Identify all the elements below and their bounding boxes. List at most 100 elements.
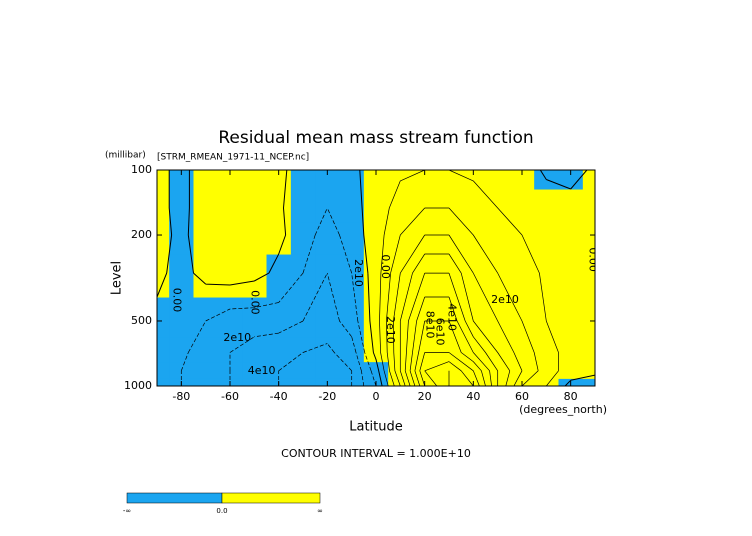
field-cell	[412, 170, 438, 190]
contour-label: 0.00	[248, 290, 261, 315]
subtitle: [STRM_RMEAN_1971-11_NCEP.nc]	[157, 153, 309, 163]
contour-line	[399, 253, 511, 386]
y-tick-label: 500	[131, 314, 152, 327]
field-cell	[266, 254, 292, 298]
field-cell	[436, 297, 462, 338]
field-cell	[363, 297, 389, 338]
field-cell	[461, 297, 486, 338]
contour-label: 4e10	[445, 303, 458, 331]
contour-line	[393, 234, 523, 386]
contour-label: 0.00	[587, 247, 600, 272]
contour-label: 2e10	[384, 316, 397, 344]
field-cell	[534, 378, 559, 386]
field-cell	[509, 170, 535, 190]
field-cell	[509, 297, 535, 338]
field-cell	[193, 361, 219, 379]
x-tick-label: 40	[466, 390, 480, 403]
field-cell	[534, 189, 559, 223]
field-cell	[461, 336, 486, 363]
contour-line	[229, 272, 365, 386]
field-cell	[193, 297, 219, 338]
x-tick-label: -40	[270, 390, 288, 403]
y-units: (millibar)	[105, 151, 146, 161]
field-cell	[558, 361, 584, 379]
field-cell	[582, 361, 595, 379]
field-cell	[157, 361, 170, 379]
contour-line	[379, 170, 559, 386]
field-cell	[169, 254, 194, 298]
field-cell	[388, 254, 413, 298]
field-cell	[193, 378, 219, 386]
field-cell	[193, 254, 219, 298]
field-cell	[169, 170, 194, 190]
field-cell	[509, 336, 535, 363]
field-cell	[436, 254, 462, 298]
field-cell	[169, 189, 194, 223]
field-cell	[485, 221, 511, 255]
colorbar-label: 0.0	[216, 507, 227, 515]
field-cell	[582, 297, 595, 338]
contour-label: 6e10	[433, 318, 446, 346]
field-cell	[388, 189, 413, 223]
field	[157, 170, 595, 386]
x-tick-label: 80	[564, 390, 578, 403]
field-cell	[363, 189, 389, 223]
field-cell	[485, 189, 511, 223]
field-cell	[193, 189, 219, 223]
field-cell	[339, 361, 365, 379]
contour-line	[419, 352, 480, 386]
x-label: Latitude	[349, 420, 403, 435]
field-cell	[290, 378, 316, 386]
field-cell	[582, 336, 595, 363]
field-cell	[509, 189, 535, 223]
contour-line	[386, 207, 539, 386]
field-cell	[485, 170, 511, 190]
field-cell	[242, 336, 267, 363]
field-cell	[315, 297, 340, 338]
field-cell	[412, 297, 438, 338]
contour-interval: CONTOUR INTERVAL = 1.000E+10	[281, 447, 471, 460]
field-cell	[290, 221, 316, 255]
field-cell	[412, 254, 438, 298]
y-label: Level	[110, 261, 125, 295]
field-cell	[315, 361, 340, 379]
field-cell	[266, 297, 292, 338]
field-cell	[242, 221, 267, 255]
field-cell	[290, 254, 316, 298]
field-cell	[266, 336, 292, 363]
field-cell	[290, 361, 316, 379]
field-cell	[436, 189, 462, 223]
field-cell	[436, 221, 462, 255]
contour-label: 0.00	[170, 288, 183, 313]
field-cell	[558, 336, 584, 363]
field-cell	[558, 189, 584, 223]
field-cell	[534, 361, 559, 379]
field-cell	[363, 221, 389, 255]
contour-line	[404, 272, 499, 386]
field-cell	[157, 336, 170, 363]
x-tick-label: -80	[172, 390, 190, 403]
field-cell	[217, 221, 243, 255]
field-cell	[242, 254, 267, 298]
field-cell	[242, 361, 267, 379]
field-cell	[363, 361, 389, 379]
field-cell	[558, 170, 584, 190]
colorbar-positive	[221, 492, 321, 504]
field-cell	[582, 189, 595, 223]
contour-line	[424, 361, 474, 386]
contour-label: 8e10	[424, 311, 437, 339]
field-cell	[509, 221, 535, 255]
field-cell	[509, 361, 535, 379]
field-cell	[582, 221, 595, 255]
field-cell	[157, 221, 170, 255]
field-cell	[485, 361, 511, 379]
field-cell	[485, 297, 511, 338]
field-cell	[436, 361, 462, 379]
field-cell	[534, 221, 559, 255]
colorbar-label: ∞	[317, 507, 323, 515]
field-cell	[534, 254, 559, 298]
contour-line	[157, 170, 595, 386]
field-cell	[461, 189, 486, 223]
